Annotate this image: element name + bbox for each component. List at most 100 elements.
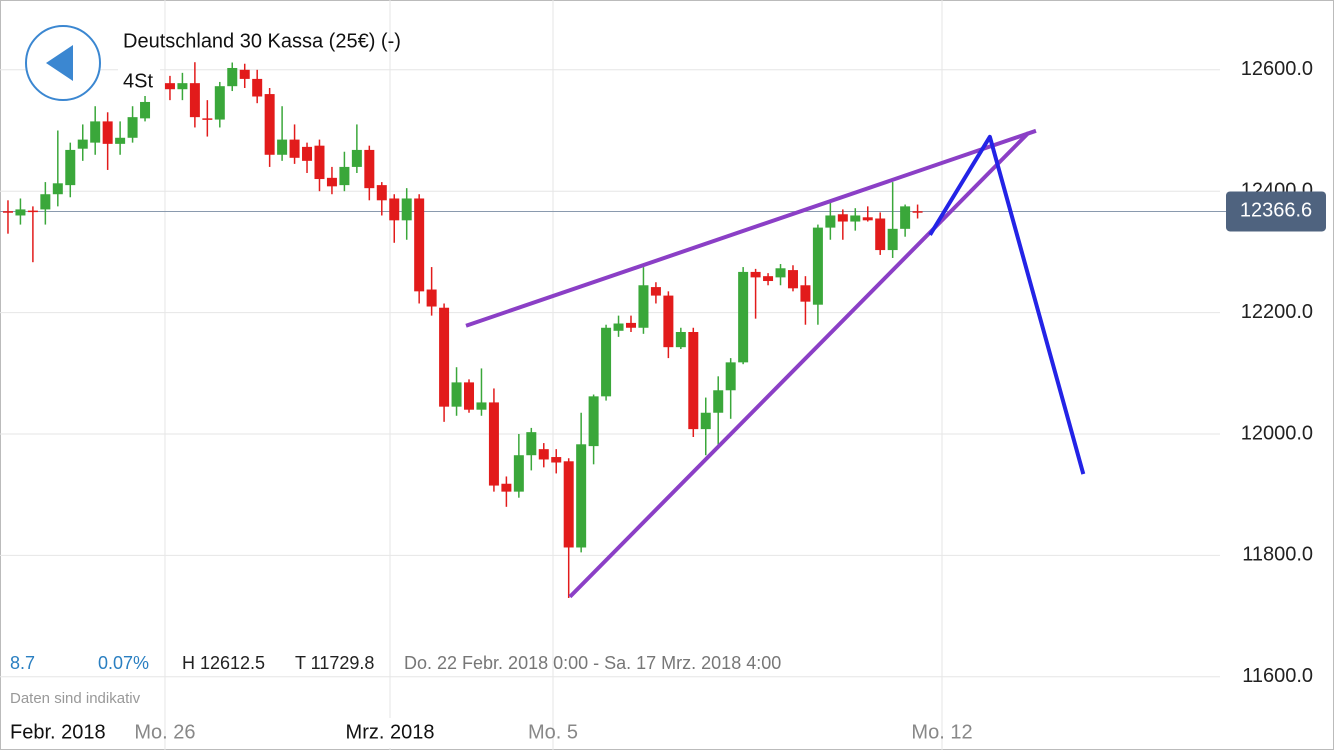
candle-body: [563, 461, 574, 548]
candle-body: [77, 139, 88, 149]
note: Daten sind indikativ: [10, 690, 141, 707]
candle-body: [750, 271, 761, 278]
candle-body: [439, 307, 450, 407]
candle-body: [376, 185, 387, 201]
candle-body: [2, 211, 13, 213]
last-price-box: [1226, 191, 1326, 232]
candle-body: [164, 83, 175, 90]
x-tick-label: Mo. 26: [134, 721, 195, 743]
candle-body: [775, 268, 786, 278]
y-tick-label: 11600.0: [1242, 665, 1313, 687]
candle-body: [202, 118, 213, 120]
candle-body: [576, 444, 587, 548]
candle-body: [688, 332, 699, 430]
candle-body: [663, 295, 674, 348]
title: Deutschland 30 Kassa (25€) (-): [123, 30, 401, 52]
candle-body: [227, 67, 238, 87]
candle-body: [289, 139, 300, 158]
x-tick-label: Mrz. 2018: [346, 721, 435, 743]
candle-body: [862, 217, 873, 221]
candle-body: [414, 198, 425, 292]
candle-body: [713, 390, 724, 413]
candle-body: [239, 69, 250, 79]
candle-body: [426, 289, 437, 307]
x-tick-label: Mo. 12: [911, 721, 972, 743]
candle-body: [52, 183, 63, 195]
trend-line: [928, 134, 1086, 475]
candle-body: [850, 215, 861, 222]
candle-body: [812, 227, 823, 305]
candle-body: [351, 149, 362, 167]
candle-body: [588, 396, 599, 447]
candle-body: [214, 86, 225, 120]
interval: 4St: [123, 70, 153, 92]
range: Do. 22 Febr. 2018 0:00 - Sa. 17 Mrz. 201…: [404, 653, 781, 673]
candle-body: [613, 323, 624, 331]
candle-body: [90, 121, 101, 143]
candle-body: [887, 228, 898, 251]
y-tick-label: 12200.0: [1241, 301, 1313, 323]
candle-body: [189, 83, 200, 118]
candle-body: [501, 483, 512, 492]
high: H 12612.5: [182, 653, 265, 673]
candle-body: [738, 271, 749, 363]
candle-body: [787, 270, 798, 289]
candle-body: [277, 139, 288, 155]
trend-line: [568, 131, 1030, 599]
candle-body: [326, 177, 337, 187]
candle-body: [476, 402, 487, 410]
candle-body: [513, 455, 524, 492]
candle-body: [825, 215, 836, 228]
candle-body: [526, 432, 537, 456]
candle-body: [488, 402, 499, 486]
candle-body: [900, 206, 911, 229]
candle-body: [40, 194, 51, 210]
change-pct: 0.07%: [98, 653, 149, 673]
change: 8.7: [10, 653, 35, 673]
last-price-label: 12366.6: [1240, 200, 1312, 222]
candle-body: [912, 211, 923, 213]
candle-body: [252, 78, 263, 97]
candle-body: [389, 198, 400, 221]
candle-body: [725, 362, 736, 391]
x-tick-label: Mo. 5: [528, 721, 578, 743]
candle-body: [800, 285, 811, 302]
candle-body: [675, 332, 686, 348]
candle-body: [314, 145, 325, 180]
candle-body: [638, 285, 649, 328]
candle-body: [364, 149, 375, 189]
candle-body: [177, 83, 188, 90]
candle-body: [763, 276, 774, 282]
candle-body: [875, 218, 886, 251]
candle-body: [451, 382, 462, 407]
candle-body: [837, 214, 848, 222]
candle-body: [127, 117, 138, 138]
candle-body: [15, 209, 26, 216]
candle-body: [650, 287, 661, 296]
candle-body: [551, 457, 562, 463]
candle-body: [700, 412, 711, 430]
candle-body: [115, 137, 126, 144]
interval-bg: [118, 68, 160, 96]
period-label: Febr. 2018: [10, 721, 106, 743]
y-tick-label: 11800.0: [1242, 544, 1313, 566]
y-tick-label: 12600.0: [1241, 58, 1313, 80]
candle-body: [464, 382, 475, 410]
candle-body: [339, 166, 350, 186]
candle-body: [302, 146, 313, 161]
candle-body: [264, 94, 275, 155]
low: T 11729.8: [295, 653, 374, 673]
candle-body: [65, 149, 76, 186]
x-label-bg: [334, 718, 447, 748]
candle-body: [538, 449, 549, 460]
candle-body: [401, 198, 412, 221]
candle-body: [140, 101, 151, 119]
candle-body: [625, 322, 636, 328]
candle-body: [601, 327, 612, 397]
candle-body: [27, 210, 38, 213]
back-icon[interactable]: [46, 45, 73, 81]
trend-line: [465, 128, 1037, 328]
y-tick-label: 12000.0: [1241, 422, 1313, 444]
